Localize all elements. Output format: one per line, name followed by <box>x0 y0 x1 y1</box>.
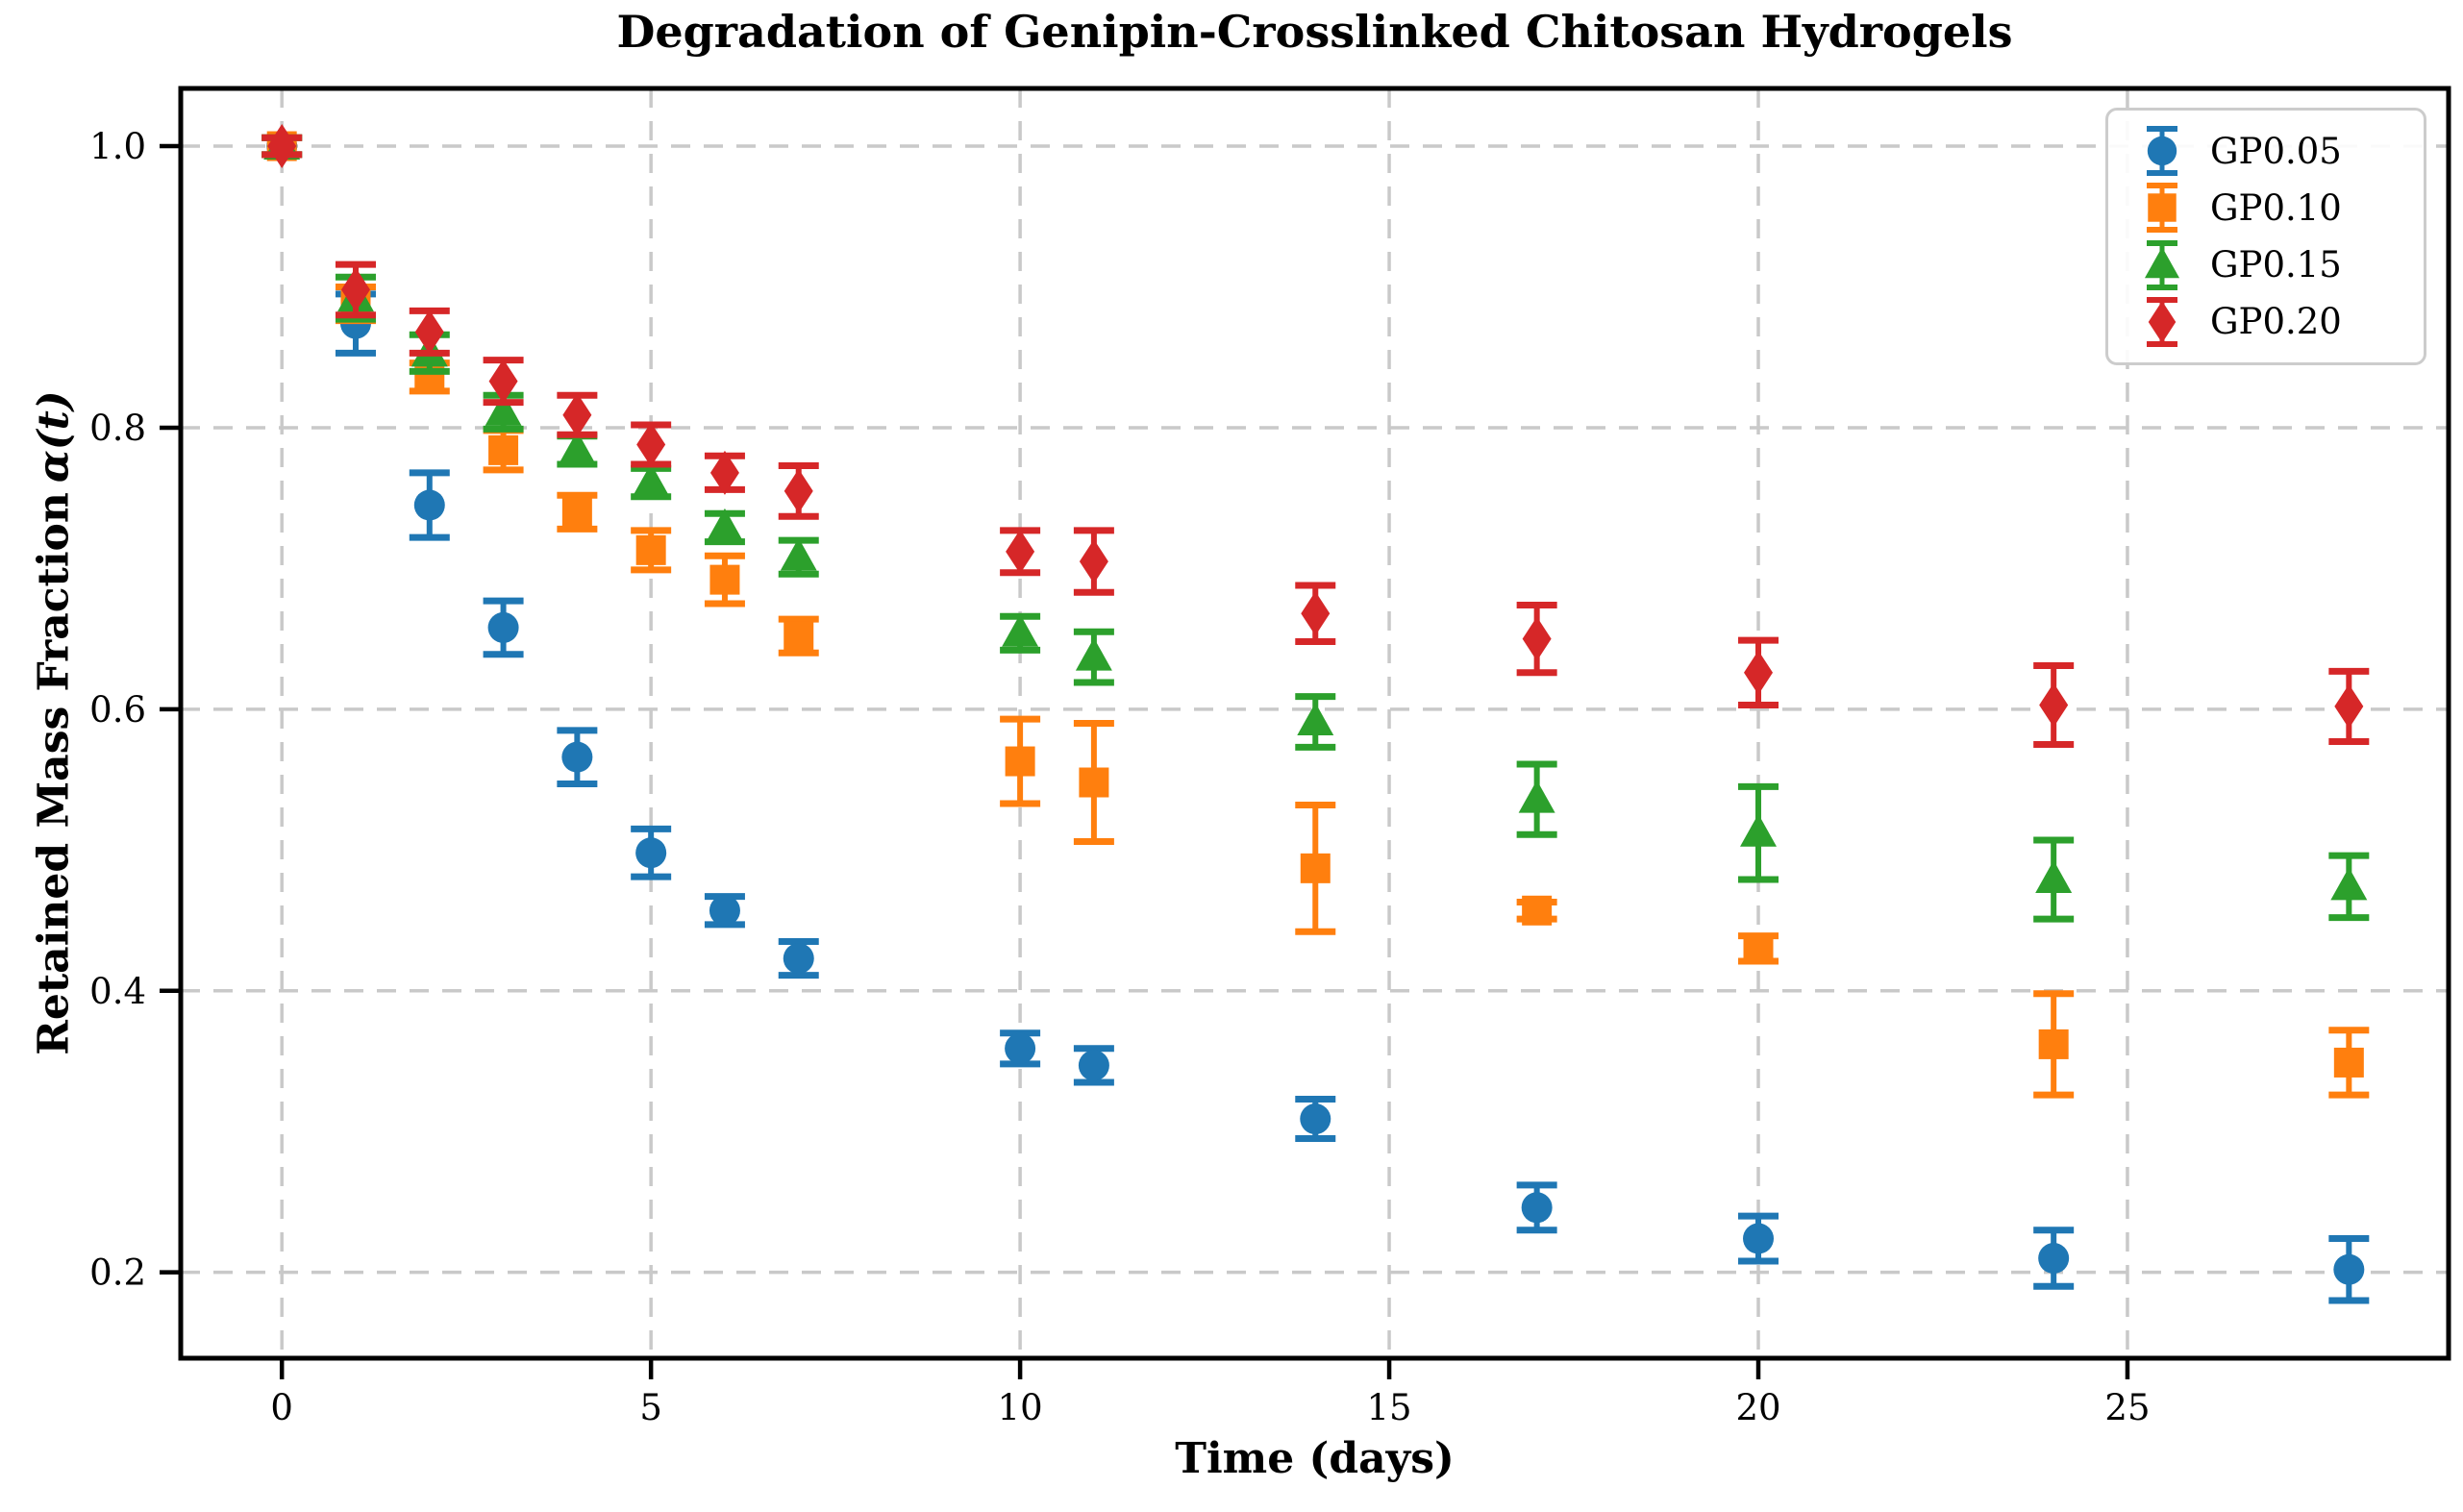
legend-item-GP0.15: GP0.15 <box>2131 238 2424 292</box>
x-tick-label: 10 <box>998 1387 1043 1428</box>
diamond-legend-glyph-icon <box>2147 296 2177 347</box>
data-point-triangle <box>633 463 670 497</box>
data-point-diamond <box>2148 301 2177 343</box>
data-point-circle <box>1300 1103 1331 1135</box>
data-point-square <box>2148 193 2177 223</box>
data-point-diamond <box>340 267 370 312</box>
data-point-square <box>2333 1047 2364 1078</box>
data-point-diamond <box>414 310 444 355</box>
data-point-diamond <box>562 392 592 437</box>
data-point-triangle <box>780 537 817 571</box>
data-point-square <box>1300 853 1331 883</box>
y-tick-label: 0.2 <box>89 1252 146 1294</box>
data-point-triangle <box>1518 780 1555 813</box>
data-point-square <box>709 564 740 595</box>
x-tick-label: 0 <box>270 1387 293 1428</box>
x-axis-label: Time (days) <box>1175 1434 1455 1483</box>
data-point-triangle <box>1740 813 1778 847</box>
data-point-circle <box>2038 1243 2070 1275</box>
data-point-square <box>1743 933 1774 964</box>
data-point-triangle <box>559 431 596 464</box>
data-point-circle <box>709 895 740 927</box>
data-point-circle <box>1078 1050 1109 1081</box>
plot-border <box>178 86 2451 1361</box>
square-legend-glyph-icon <box>2147 183 2177 234</box>
data-point-triangle <box>1297 703 1334 736</box>
data-point-triangle <box>706 508 743 541</box>
legend-item-label: GP0.15 <box>2210 244 2342 286</box>
data-point-diamond <box>1522 616 1552 661</box>
data-point-square <box>2038 1029 2069 1059</box>
y-tick-label: 0.6 <box>89 689 146 731</box>
data-point-square <box>1522 895 1553 926</box>
data-point-diamond <box>1301 591 1331 636</box>
data-point-triangle <box>2330 867 2368 901</box>
triangle-legend-glyph-icon <box>2144 239 2180 290</box>
data-point-triangle <box>2144 246 2180 278</box>
legend-item-GP0.10: GP0.10 <box>2131 181 2424 235</box>
data-point-diamond <box>784 468 813 513</box>
data-point-circle <box>635 837 667 869</box>
legend-item-label: GP0.20 <box>2210 301 2342 343</box>
data-point-square <box>1079 767 1109 798</box>
y-axis-label: Retained Mass Fraction α(t) <box>30 390 79 1054</box>
data-point-circle <box>561 741 593 773</box>
x-tick-label: 5 <box>639 1387 662 1428</box>
legend-box: GP0.05 GP0.10 GP0.15 GP0.20 <box>2105 108 2426 365</box>
legend-item-GP0.05: GP0.05 <box>2131 124 2424 178</box>
x-tick-label: 15 <box>1367 1387 1412 1428</box>
data-point-triangle <box>2035 860 2073 894</box>
data-point-diamond <box>2334 683 2364 729</box>
data-point-circle <box>2147 136 2177 166</box>
circle-legend-glyph-icon <box>2147 126 2177 176</box>
x-tick-label: 20 <box>1735 1387 1780 1428</box>
data-point-circle <box>413 489 445 521</box>
data-point-square <box>635 534 666 565</box>
data-point-square <box>561 497 592 528</box>
data-point-square <box>1005 746 1035 777</box>
data-point-diamond <box>2039 682 2069 728</box>
chart-title: Degradation of Genipin-Crosslinked Chito… <box>616 6 2013 58</box>
legend-item-label: GP0.10 <box>2210 186 2342 229</box>
series-GP0.20 <box>261 124 2370 748</box>
data-point-diamond <box>1079 539 1108 584</box>
x-tick-label: 25 <box>2104 1387 2150 1428</box>
y-tick-label: 0.4 <box>89 971 146 1012</box>
data-point-triangle <box>485 392 522 426</box>
y-axis-label-math: α(t) <box>29 390 79 483</box>
data-point-circle <box>487 611 519 643</box>
data-point-diamond <box>636 422 666 467</box>
y-axis-label-text: Retained Mass Fraction <box>29 492 79 1055</box>
legend-item-label: GP0.05 <box>2210 130 2342 172</box>
data-point-diamond <box>1744 650 1774 695</box>
data-point-triangle <box>1075 637 1112 671</box>
data-point-circle <box>1005 1032 1036 1064</box>
data-point-circle <box>1521 1192 1553 1224</box>
y-tick-label: 0.8 <box>89 408 146 449</box>
y-tick-label: 1.0 <box>89 126 146 167</box>
data-point-diamond <box>267 124 297 169</box>
data-point-diamond <box>709 450 739 495</box>
data-point-diamond <box>488 359 518 404</box>
data-point-circle <box>2333 1253 2365 1285</box>
data-point-circle <box>1743 1223 1775 1254</box>
data-point-square <box>784 621 814 652</box>
data-point-square <box>488 434 519 465</box>
legend-item-GP0.20: GP0.20 <box>2131 295 2424 349</box>
data-point-triangle <box>1002 613 1039 647</box>
data-point-circle <box>783 943 814 975</box>
data-point-diamond <box>1006 529 1035 574</box>
